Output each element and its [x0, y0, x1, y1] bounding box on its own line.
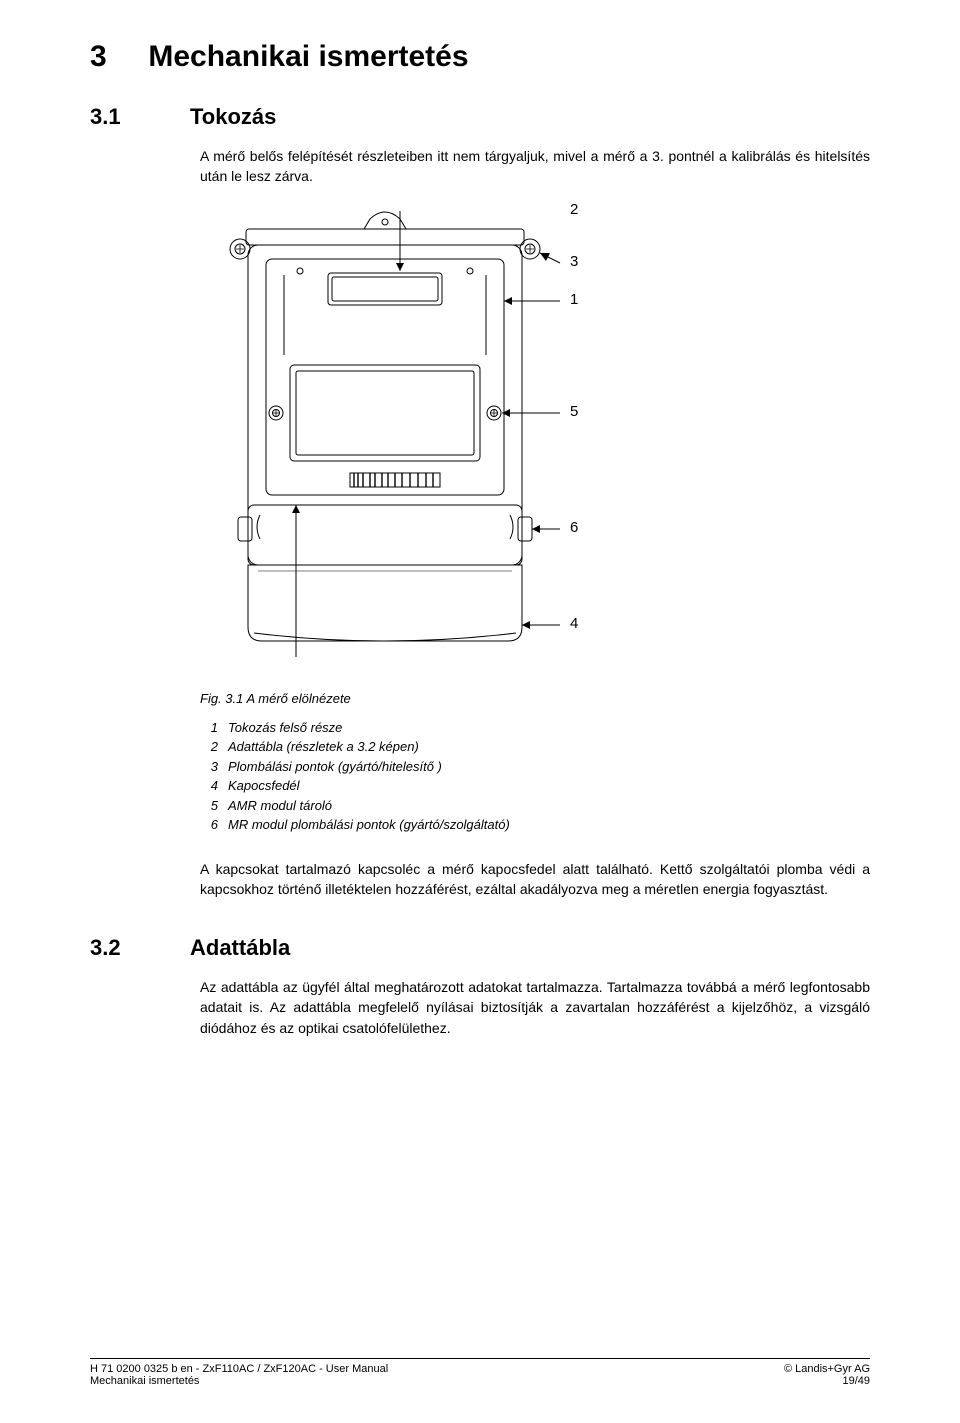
callout-2: 2 [570, 201, 578, 218]
section-title: Adattábla [190, 935, 290, 961]
figure-after-para: A kapcsokat tartalmazó kapcsoléc a mérő … [200, 859, 870, 900]
section-3-2-heading: 3.2 Adattábla [90, 935, 870, 977]
legend-num: 5 [200, 796, 218, 816]
figure-legend: 1 Tokozás felső része 2 Adattábla (részlet… [200, 718, 870, 835]
callout-5: 5 [570, 403, 578, 420]
legend-text: Adattábla (részletek a 3.2 képen) [228, 737, 419, 757]
legend-num: 4 [200, 776, 218, 796]
page-footer: H 71 0200 0325 b en - ZxF110AC / ZxF120A… [90, 1358, 870, 1387]
chapter-title: Mechanikai ismertetés [148, 40, 468, 73]
legend-num: 2 [200, 737, 218, 757]
legend-text: Plombálási pontok (gyártó/hitelesítő ) [228, 757, 442, 777]
chapter-heading: 3 Mechanikai ismertetés [90, 40, 870, 74]
footer-doc-id: H 71 0200 0325 b en - ZxF110AC / ZxF120A… [90, 1363, 388, 1375]
section-3-1-para1: A mérő belős felépítését részleteiben it… [200, 146, 870, 187]
callout-4: 4 [570, 615, 578, 632]
legend-num: 1 [200, 718, 218, 738]
figure-3-1: 2 3 1 5 6 4 [90, 205, 870, 675]
callout-6: 6 [570, 519, 578, 536]
meter-front-diagram [200, 205, 570, 665]
footer-section: Mechanikai ismertetés [90, 1375, 388, 1387]
callout-3: 3 [570, 253, 578, 270]
section-3-1-heading: 3.1 Tokozás [90, 104, 870, 146]
legend-text: Kapocsfedél [228, 776, 300, 796]
legend-text: MR modul plombálási pontok (gyártó/szolg… [228, 815, 510, 835]
callout-1: 1 [570, 291, 578, 308]
section-title: Tokozás [190, 104, 276, 130]
section-number: 3.1 [90, 104, 160, 130]
section-number: 3.2 [90, 935, 160, 961]
legend-num: 3 [200, 757, 218, 777]
section-3-2-para1: Az adattábla az ügyfél által meghatározo… [200, 977, 870, 1038]
footer-copyright: © Landis+Gyr AG [784, 1363, 870, 1375]
figure-caption: Fig. 3.1 A mérő elölnézete [200, 691, 870, 706]
chapter-number: 3 [90, 40, 107, 73]
legend-text: Tokozás felső része [228, 718, 342, 738]
footer-page-number: 19/49 [784, 1375, 870, 1387]
legend-text: AMR modul tároló [228, 796, 332, 816]
legend-num: 6 [200, 815, 218, 835]
